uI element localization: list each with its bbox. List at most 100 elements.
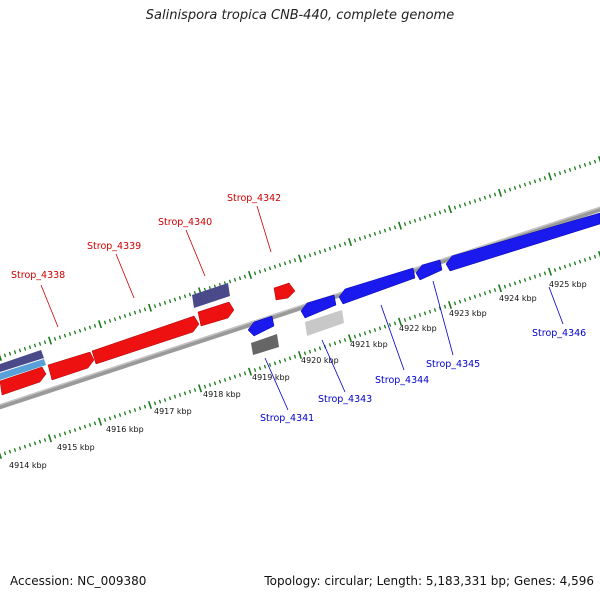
ruler-minor-tick — [128, 409, 132, 414]
gene-strop-4338-upstream[interactable] — [47, 351, 95, 381]
ruler-minor-tick — [68, 429, 72, 434]
ruler-minor-tick — [418, 217, 422, 222]
ruler-minor-tick — [173, 394, 177, 399]
ruler-minor-tick — [178, 393, 182, 397]
ruler-minor-tick — [353, 334, 357, 339]
ruler-minor-tick — [223, 378, 227, 382]
ruler-major-tick — [447, 205, 453, 214]
ruler-minor-tick — [473, 199, 477, 203]
ruler-minor-tick — [373, 231, 377, 236]
ruler-minor-tick — [268, 266, 272, 271]
ruler-major-tick — [297, 350, 303, 360]
feature-strop-4340-rna[interactable] — [192, 283, 230, 308]
ruler-minor-tick — [263, 268, 267, 272]
gene-strop-4340[interactable] — [197, 301, 235, 327]
ruler-minor-tick — [228, 279, 232, 284]
forward-genes — [0, 282, 296, 396]
ruler-minor-tick — [313, 348, 317, 352]
gene-strop-4339[interactable] — [91, 315, 200, 365]
ruler-minor-tick — [358, 236, 362, 241]
accession-text: Accession: NC_009380 — [10, 574, 147, 588]
ruler-minor-tick — [403, 318, 407, 322]
ruler-minor-tick — [123, 411, 127, 416]
ruler-major-tick — [247, 270, 253, 279]
ruler-minor-tick — [468, 200, 472, 205]
ruler-minor-tick — [473, 294, 477, 299]
feature-strop-4341-rna[interactable] — [251, 334, 279, 355]
ruler-minor-tick — [238, 276, 242, 281]
ruler-major-tick — [147, 400, 153, 410]
ruler-minor-tick — [153, 401, 157, 406]
ruler-minor-tick — [313, 251, 317, 256]
ruler-minor-tick — [138, 309, 142, 313]
feature-strop-4343-pseudo[interactable] — [305, 310, 344, 336]
ruler-major-tick — [147, 303, 153, 312]
ruler-minor-tick — [68, 332, 72, 336]
ruler-minor-tick — [458, 299, 462, 304]
ruler-minor-tick — [208, 383, 212, 387]
ruler-minor-tick — [53, 434, 57, 439]
ruler-minor-tick — [278, 263, 282, 267]
ruler-minor-tick — [393, 321, 397, 326]
ruler-minor-tick — [488, 194, 492, 199]
ruler-minor-tick — [253, 368, 257, 372]
ruler-major-tick — [297, 254, 303, 263]
ruler-minor-tick — [338, 243, 342, 248]
inner-ruler-ticks — [0, 250, 600, 460]
ruler-minor-tick — [343, 241, 347, 246]
ruler-minor-tick — [503, 189, 507, 194]
reverse-genes — [247, 212, 600, 337]
ruler-minor-tick — [13, 448, 17, 452]
ruler-minor-tick — [573, 166, 577, 171]
ruler-major-tick — [547, 267, 553, 276]
ruler-minor-tick — [363, 331, 367, 336]
ruler-minor-tick — [508, 187, 512, 192]
ruler-minor-tick — [383, 228, 387, 233]
outer-ruler-ticks — [0, 155, 600, 362]
ruler-minor-tick — [258, 366, 262, 371]
gene-strop-4346[interactable] — [445, 212, 600, 272]
ruler-minor-tick — [438, 210, 442, 215]
ruler-minor-tick — [173, 297, 177, 302]
feature-top-left-light[interactable] — [0, 359, 46, 380]
ruler-minor-tick — [493, 192, 497, 197]
ruler-minor-tick — [468, 296, 472, 301]
ruler-minor-tick — [538, 177, 542, 182]
gene-strop-4343[interactable] — [300, 294, 337, 319]
ruler-minor-tick — [73, 330, 77, 335]
ruler-minor-tick — [343, 338, 347, 342]
rna-features — [0, 283, 344, 380]
map-title: Salinispora tropica CNB-440, complete ge… — [145, 8, 455, 23]
kbp-label: 4923 kbp — [449, 309, 487, 318]
ruler-major-tick — [0, 354, 3, 362]
gene-strop-4338[interactable] — [0, 366, 47, 396]
ruler-minor-tick — [263, 364, 267, 369]
ruler-minor-tick — [293, 258, 297, 263]
feature-top-left-dark[interactable] — [0, 350, 44, 372]
ruler-minor-tick — [433, 308, 437, 312]
ruler-minor-tick — [293, 354, 297, 359]
ruler-minor-tick — [83, 327, 87, 332]
gene-strop-4341[interactable] — [247, 315, 275, 337]
ruler-minor-tick — [63, 333, 67, 338]
ruler-minor-tick — [553, 268, 557, 272]
gene-strop-4345[interactable] — [415, 259, 443, 281]
gene-strop-4342[interactable] — [273, 282, 296, 301]
ruler-minor-tick — [568, 263, 572, 267]
ruler-major-tick — [447, 300, 453, 310]
ruler-minor-tick — [108, 416, 112, 421]
label-strop-4344: Strop_4344 — [375, 375, 429, 386]
ruler-minor-tick — [93, 323, 97, 328]
ruler-minor-tick — [28, 443, 32, 447]
ruler-minor-tick — [558, 171, 562, 176]
ruler-minor-tick — [93, 421, 97, 426]
ruler-minor-tick — [368, 233, 372, 238]
gene-strop-4344[interactable] — [338, 267, 416, 305]
ruler-minor-tick — [513, 281, 517, 286]
label-strop-4338: Strop_4338 — [11, 270, 65, 281]
ruler-minor-tick — [328, 246, 332, 251]
ruler-minor-tick — [38, 341, 42, 346]
ruler-minor-tick — [283, 261, 287, 266]
ruler-minor-tick — [143, 307, 147, 312]
